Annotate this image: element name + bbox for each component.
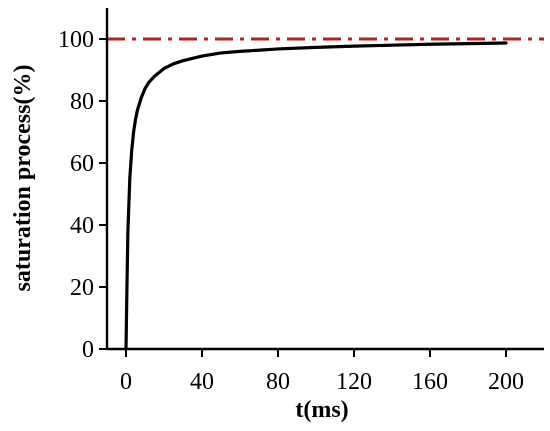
y-tick-label-100: 100 — [58, 27, 94, 53]
plot-area — [107, 37, 544, 351]
x-tick-label-40: 40 — [190, 369, 214, 395]
x-tick-label-0: 0 — [120, 369, 132, 395]
x-tick-label-120: 120 — [336, 369, 372, 395]
x-axis-ticks: 0 40 80 120 160 200 — [120, 349, 524, 395]
saturation-curve-0 — [124, 41, 508, 351]
y-axis-title: saturation process(%) — [10, 65, 36, 292]
x-tick-label-160: 160 — [412, 369, 448, 395]
y-tick-label-20: 20 — [70, 275, 94, 301]
x-tick-label-200: 200 — [488, 369, 524, 395]
y-tick-label-60: 60 — [70, 151, 94, 177]
x-axis-title: t(ms) — [295, 397, 348, 423]
x-tick-label-80: 80 — [266, 369, 290, 395]
y-tick-label-80: 80 — [70, 89, 94, 115]
y-tick-label-0: 0 — [82, 337, 94, 363]
y-tick-label-40: 40 — [70, 213, 94, 239]
y-axis-ticks: 0 20 40 60 80 100 — [58, 27, 107, 363]
